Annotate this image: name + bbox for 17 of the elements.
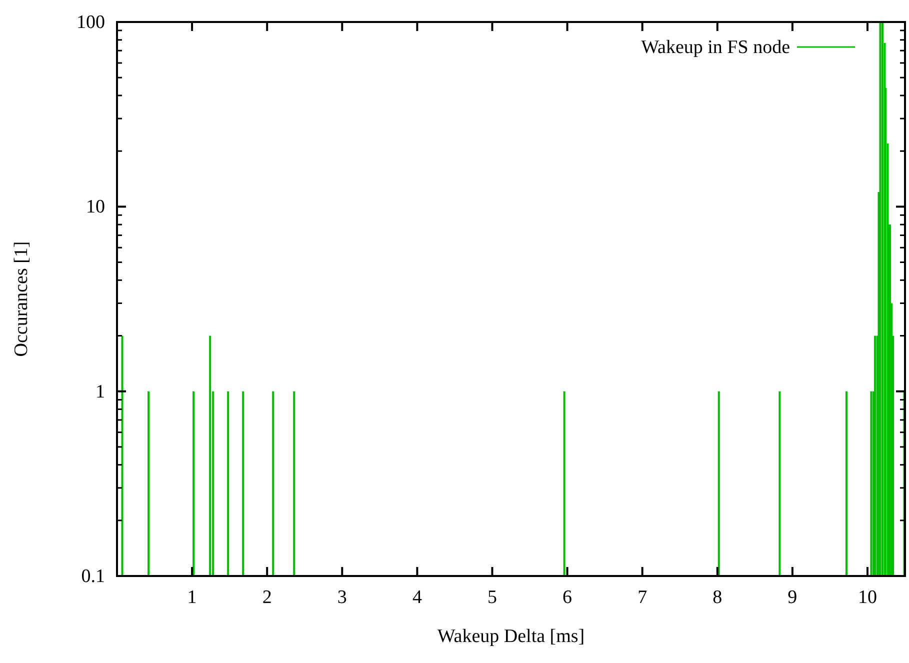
y-tick-label: 100: [76, 12, 105, 33]
y-tick-label: 0.1: [81, 566, 105, 587]
x-tick-label: 7: [638, 587, 648, 608]
x-axis-title: Wakeup Delta [ms]: [437, 626, 585, 647]
x-tick-label: 9: [788, 587, 798, 608]
y-tick-label: 10: [86, 196, 105, 218]
x-tick-label: 3: [337, 587, 347, 608]
x-tick-label: 8: [712, 587, 722, 608]
x-tick-label: 1: [187, 587, 197, 608]
y-tick-label: 1: [96, 381, 105, 402]
legend-label: Wakeup in FS node: [641, 37, 790, 58]
x-tick-label: 6: [562, 587, 572, 608]
x-tick-label: 10: [858, 587, 877, 608]
y-axis-title: Occurances [1]: [11, 241, 32, 357]
x-tick-label: 5: [487, 587, 497, 608]
x-tick-label: 4: [412, 587, 422, 608]
x-tick-label: 2: [262, 587, 272, 608]
